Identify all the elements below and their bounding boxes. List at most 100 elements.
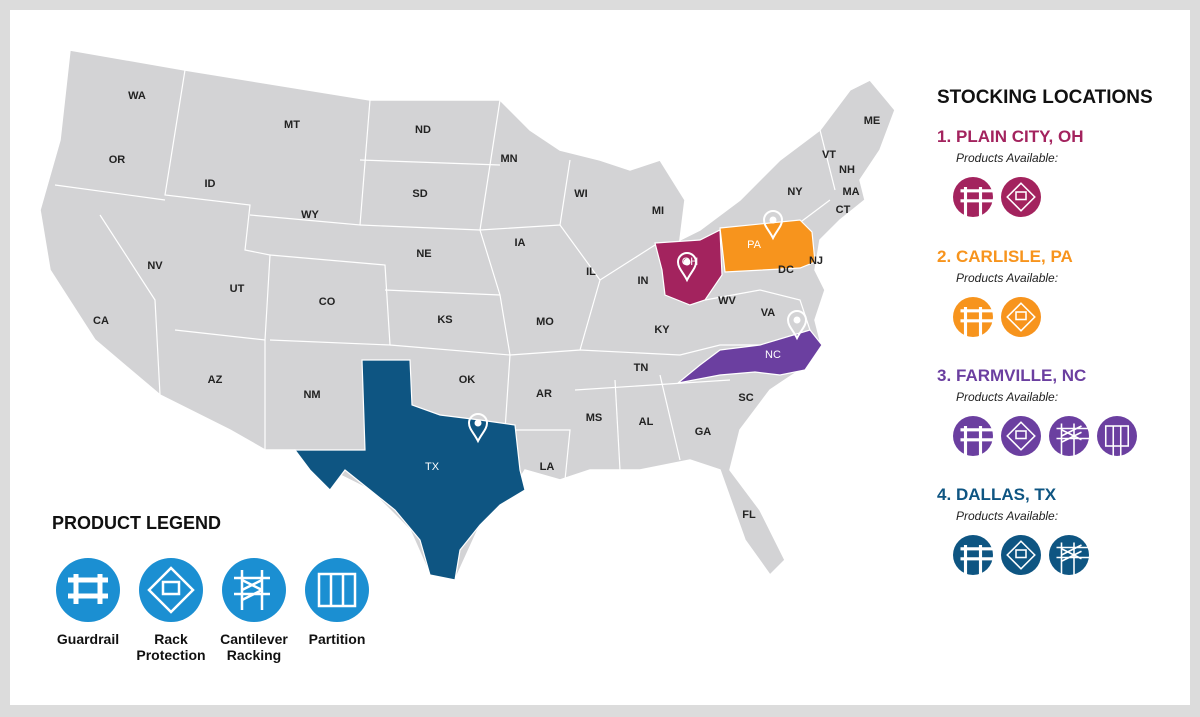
icon-glyph <box>329 574 345 606</box>
product-icon <box>56 558 120 622</box>
icon-circle <box>305 558 369 622</box>
state-label: NE <box>416 248 431 260</box>
location-name: FARMVILLE, NC <box>956 366 1087 385</box>
location-pin <box>467 413 489 444</box>
location-subtitle: Products Available: <box>956 509 1059 523</box>
icon-circle <box>1001 177 1041 217</box>
legend-label: Guardrail <box>56 631 120 647</box>
highlighted-states <box>293 219 823 581</box>
highlighted-state <box>293 359 526 581</box>
state-label: OR <box>109 154 126 166</box>
state-label: WA <box>128 90 146 102</box>
state-label: MS <box>586 412 603 424</box>
state-label: OH <box>682 256 699 268</box>
product-icon <box>1049 535 1093 583</box>
legend-label: Rack Protection <box>136 631 206 663</box>
icon-glyph <box>1104 425 1130 447</box>
legend-label: Partition <box>308 631 366 647</box>
icon-glyph <box>1015 549 1027 559</box>
product-icon <box>953 535 1001 575</box>
icon-circle <box>953 416 993 456</box>
state-label: NM <box>303 389 320 401</box>
state-label: NY <box>787 186 803 198</box>
location-number: 1. <box>937 127 952 146</box>
state-label: NH <box>839 164 855 176</box>
highlighted-state <box>654 229 723 306</box>
state-label: MA <box>842 186 859 198</box>
icon-glyph <box>1006 182 1036 212</box>
icon-glyph <box>161 580 181 596</box>
icon-circle <box>1049 416 1089 456</box>
product-icon <box>1001 177 1041 217</box>
state-label: TN <box>634 362 649 374</box>
icon-circle <box>953 297 993 337</box>
locations-title: STOCKING LOCATIONS <box>937 87 1153 108</box>
product-icon <box>953 416 1001 456</box>
product-icon <box>1001 416 1041 456</box>
location-number: 4. <box>937 485 952 504</box>
pin-dot <box>474 419 482 427</box>
state-label: IA <box>515 237 526 249</box>
product-icon <box>953 297 1001 337</box>
icon-glyph <box>234 570 270 610</box>
legend-title: PRODUCT LEGEND <box>52 513 222 533</box>
state-label: AL <box>639 416 654 428</box>
highlighted-state <box>677 329 823 384</box>
icon-circle <box>1097 416 1137 456</box>
state-label: CO <box>319 296 336 308</box>
product-icon <box>305 558 369 622</box>
location-name: CARLISLE, PA <box>956 247 1073 266</box>
location-subtitle: Products Available: <box>956 390 1059 404</box>
state-label: GA <box>695 426 712 438</box>
state-label: AR <box>536 388 552 400</box>
location-subtitle: Products Available: <box>956 151 1059 165</box>
location-pin <box>676 252 698 283</box>
state-label: KS <box>437 314 452 326</box>
state-label: PA <box>747 239 762 251</box>
icon-glyph <box>960 426 1001 456</box>
icon-circle <box>139 558 203 622</box>
pin-dot <box>769 216 777 224</box>
state-label: SD <box>412 188 427 200</box>
legend-label: Cantilever Racking <box>220 631 288 663</box>
icon-glyph <box>1015 191 1027 201</box>
state-label: WY <box>301 209 319 221</box>
state-label: MN <box>500 153 517 165</box>
location-subtitle: Products Available: <box>956 271 1059 285</box>
state-label: CA <box>93 315 109 327</box>
product-icon <box>1001 297 1041 337</box>
icon-glyph <box>1056 423 1093 464</box>
icon-circle <box>1001 297 1041 337</box>
icon-circle <box>222 558 286 622</box>
state-label: MT <box>284 119 300 131</box>
state-label: NJ <box>809 255 823 267</box>
icon-glyph <box>960 545 1001 575</box>
location-number: 2. <box>937 247 952 266</box>
state-label: WV <box>718 295 736 307</box>
icon-circle <box>953 535 993 575</box>
icon-glyph <box>1015 430 1027 440</box>
pin-dot <box>793 316 801 324</box>
state-label: NC <box>765 349 781 361</box>
location-name: PLAIN CITY, OH <box>956 127 1084 146</box>
state-label: IL <box>586 266 596 278</box>
icon-circle <box>1049 535 1089 575</box>
icon-circle <box>56 558 120 622</box>
pin-dot <box>683 258 691 266</box>
icon-glyph <box>1006 302 1036 332</box>
state-label: LA <box>540 461 555 473</box>
location-name: DALLAS, TX <box>956 485 1057 504</box>
icon-circle <box>953 177 993 217</box>
state-label: IN <box>638 275 649 287</box>
state-label: SC <box>738 392 753 404</box>
icon-glyph <box>147 566 195 614</box>
icon-glyph <box>1056 542 1093 583</box>
location-pin <box>762 210 784 241</box>
product-icon <box>953 177 1001 217</box>
state-label: ID <box>205 178 216 190</box>
icon-glyph <box>68 574 108 604</box>
state-label: MO <box>536 316 554 328</box>
icon-glyph <box>1006 421 1036 451</box>
